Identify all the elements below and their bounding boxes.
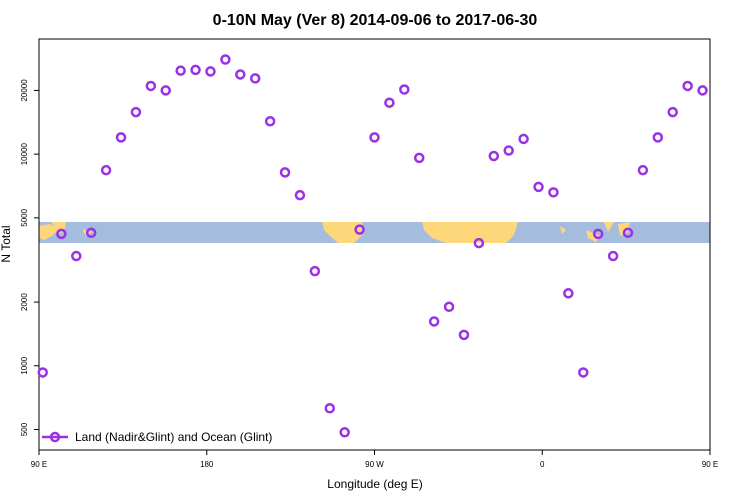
data-point [37,367,48,378]
data-point [592,228,604,240]
y-tick-label: 2000 [20,293,29,311]
land-africa [422,222,518,243]
data-point [294,189,306,201]
land-indonesia-east [586,230,600,242]
data-point [145,80,157,92]
x-tick-label: 0 [540,460,545,469]
data-point [488,150,500,162]
data-point [339,427,350,438]
x-tick-label: 90 W [365,460,384,469]
map-band [39,222,710,243]
series-points [37,54,708,438]
data-point [399,84,410,95]
data-point [56,228,67,240]
data-point [607,250,619,262]
land-sumatra [604,222,614,232]
data-point [443,301,455,313]
data-point [667,106,678,118]
data-point [249,73,261,84]
data-point [175,65,186,76]
data-point [264,116,276,127]
data-point [503,145,514,156]
data-point [220,54,231,65]
data-point [279,167,291,178]
y-tick-label: 5000 [20,208,29,226]
data-point [115,132,127,143]
data-point [190,64,201,76]
data-point [622,227,634,239]
y-tick-label: 10000 [20,142,29,165]
y-tick-label: 500 [20,422,29,436]
land-indonesia-west [39,224,58,240]
data-point [548,187,559,198]
x-axis: 90 E 180 90 W 0 90 E [31,450,718,469]
chart-title: 0-10N May (Ver 8) 2014-09-06 to 2017-06-… [213,12,538,29]
data-point [324,402,336,414]
legend-marker [49,431,61,443]
data-point [205,66,216,77]
land-small-island [560,226,566,234]
data-point [473,237,485,249]
x-axis-label: Longitude (deg E) [327,477,422,491]
y-tick-label: 1000 [20,356,29,374]
land-shapes [39,222,630,243]
data-point [428,316,440,327]
x-tick-label: 90 E [31,460,47,469]
legend: Land (Nadir&Glint) and Ocean (Glint) [42,430,272,444]
x-tick-label: 90 E [702,460,718,469]
data-point [682,80,693,92]
data-point [563,288,574,299]
data-point [533,181,544,193]
ocean-band [39,222,710,243]
data-point [458,329,470,341]
data-point [413,152,425,164]
data-point [518,133,529,145]
data-point [130,106,142,118]
data-point [160,85,171,96]
y-axis-label: N Total [0,225,13,262]
data-point [697,85,708,96]
y-tick-label: 20000 [20,79,29,102]
data-point [384,97,395,108]
data-point [85,227,97,239]
data-point [369,132,380,143]
data-point [100,164,112,176]
data-point [235,69,246,80]
y-axis: 500 1000 2000 5000 10000 20000 [20,79,39,436]
land-borneo-east [618,222,630,236]
legend-label: Land (Nadir&Glint) and Ocean (Glint) [75,430,272,444]
data-point [652,132,664,143]
plot-frame [38,38,711,451]
data-point [309,265,321,277]
data-point [354,224,365,235]
x-tick-label: 180 [200,460,214,469]
land-south-america [322,222,364,243]
data-point [637,164,649,176]
data-point [71,250,82,262]
data-point [578,367,589,378]
